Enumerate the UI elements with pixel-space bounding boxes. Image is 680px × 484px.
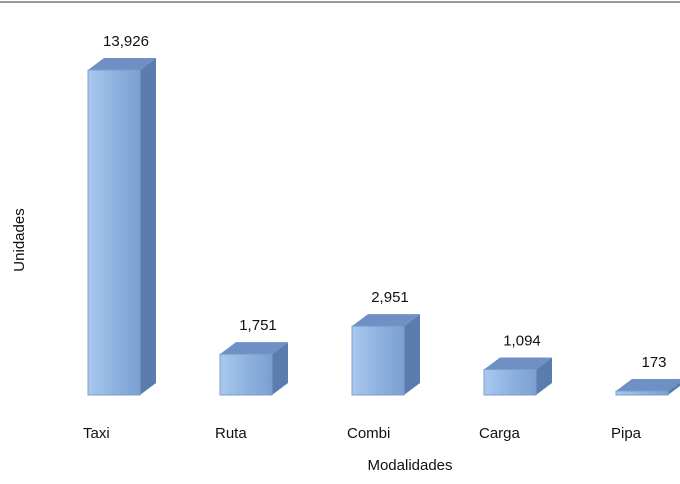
bar [615, 378, 680, 396]
bar-side [668, 381, 680, 395]
bar [483, 357, 552, 396]
bar [219, 342, 288, 396]
value-label: 1,751 [239, 317, 277, 334]
bar [87, 58, 156, 396]
bar-front [351, 325, 405, 396]
bar-top [220, 342, 288, 355]
value-label: 2,951 [371, 289, 409, 306]
bar-front [615, 390, 669, 396]
bar-top [616, 378, 680, 391]
bar-front [219, 353, 273, 396]
value-label: 13,926 [103, 33, 149, 50]
x-tick-label: Taxi [83, 425, 110, 442]
x-axis-label: Modalidades [367, 457, 452, 474]
bar-side [272, 342, 288, 395]
x-tick-label: Pipa [611, 425, 642, 442]
bar-side [536, 357, 552, 395]
x-tick-label: Combi [347, 425, 390, 442]
y-axis-label: Unidades [11, 208, 28, 271]
value-label: 173 [641, 354, 666, 371]
bar-top [88, 58, 156, 70]
bar-top [484, 357, 552, 370]
bar-top [352, 314, 420, 327]
bar-side [404, 314, 420, 395]
bar [351, 314, 420, 396]
value-label: 1,094 [503, 332, 541, 349]
bar-front [483, 368, 537, 396]
x-tick-label: Carga [479, 425, 521, 442]
bar-side [140, 58, 156, 395]
x-tick-label: Ruta [215, 425, 247, 442]
bar-front [87, 69, 141, 396]
